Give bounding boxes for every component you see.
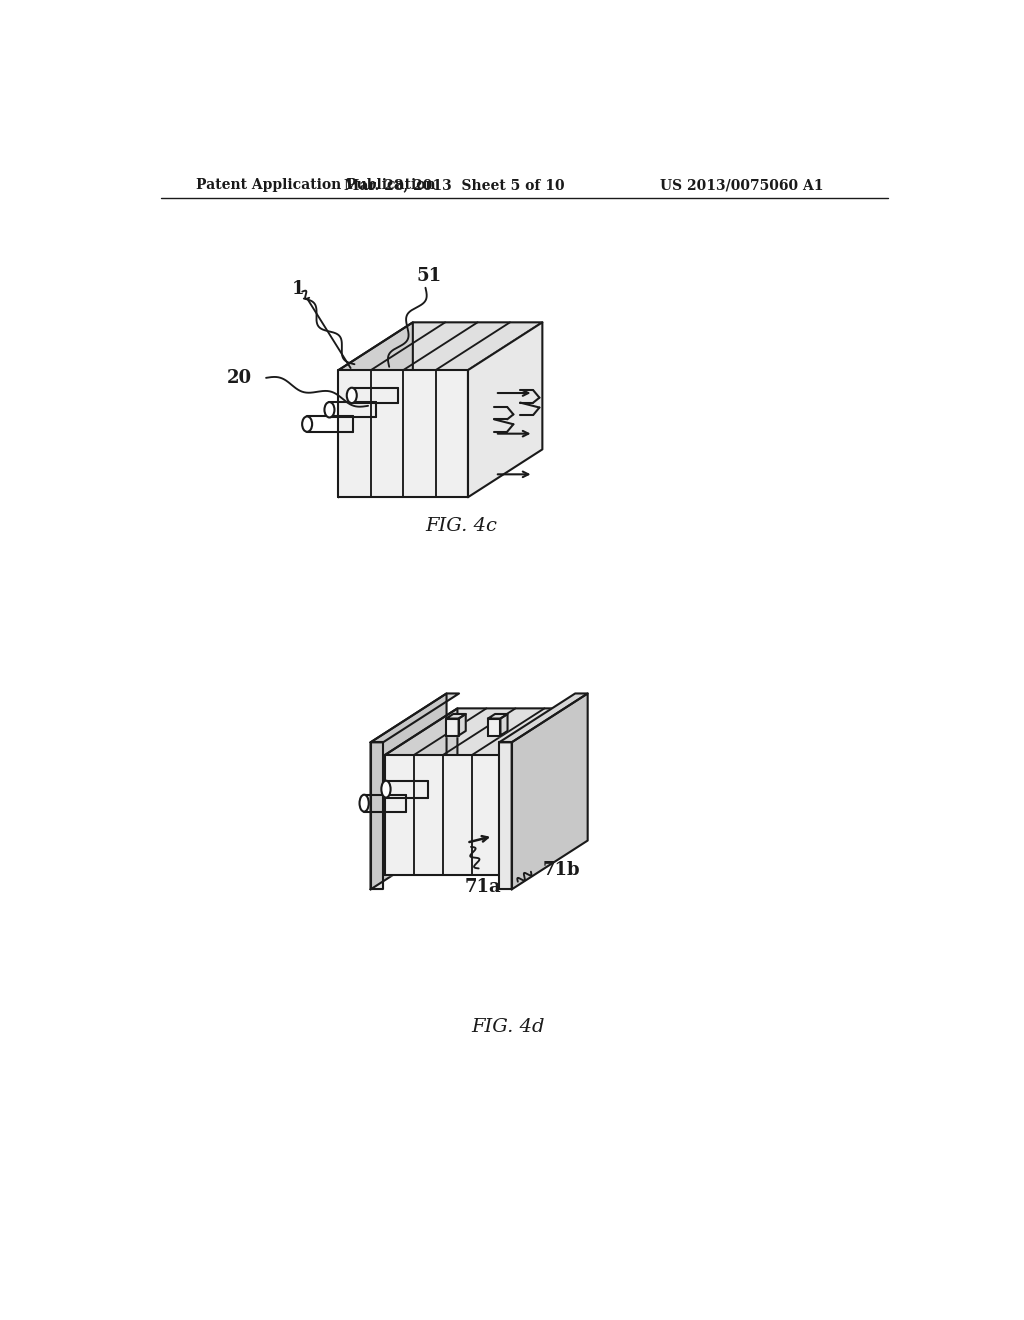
Polygon shape <box>339 322 543 370</box>
Ellipse shape <box>347 388 356 403</box>
Text: 71b: 71b <box>543 861 580 879</box>
Text: 1: 1 <box>292 280 305 298</box>
Text: 51: 51 <box>417 267 442 285</box>
Polygon shape <box>371 693 459 742</box>
Polygon shape <box>339 322 413 498</box>
Ellipse shape <box>381 780 390 797</box>
Polygon shape <box>371 693 446 890</box>
Polygon shape <box>446 714 466 718</box>
Polygon shape <box>499 693 588 742</box>
Text: FIG. 4c: FIG. 4c <box>426 516 498 535</box>
Polygon shape <box>446 718 459 735</box>
Polygon shape <box>501 714 508 735</box>
Polygon shape <box>385 709 458 875</box>
Polygon shape <box>385 709 573 755</box>
Polygon shape <box>487 718 501 735</box>
Text: 71a: 71a <box>464 878 501 896</box>
Polygon shape <box>487 714 508 718</box>
Text: Patent Application Publication: Patent Application Publication <box>196 178 435 193</box>
Ellipse shape <box>302 416 312 432</box>
Ellipse shape <box>359 795 369 812</box>
Text: FIG. 4d: FIG. 4d <box>471 1018 545 1036</box>
Polygon shape <box>339 370 468 498</box>
Polygon shape <box>459 714 466 735</box>
Ellipse shape <box>325 403 335 417</box>
Polygon shape <box>385 755 501 875</box>
Polygon shape <box>501 709 573 875</box>
Polygon shape <box>512 693 588 890</box>
Polygon shape <box>499 742 512 890</box>
Polygon shape <box>371 742 383 890</box>
Text: US 2013/0075060 A1: US 2013/0075060 A1 <box>660 178 823 193</box>
Text: Mar. 28, 2013  Sheet 5 of 10: Mar. 28, 2013 Sheet 5 of 10 <box>344 178 564 193</box>
Text: 20: 20 <box>227 368 252 387</box>
Polygon shape <box>468 322 543 498</box>
